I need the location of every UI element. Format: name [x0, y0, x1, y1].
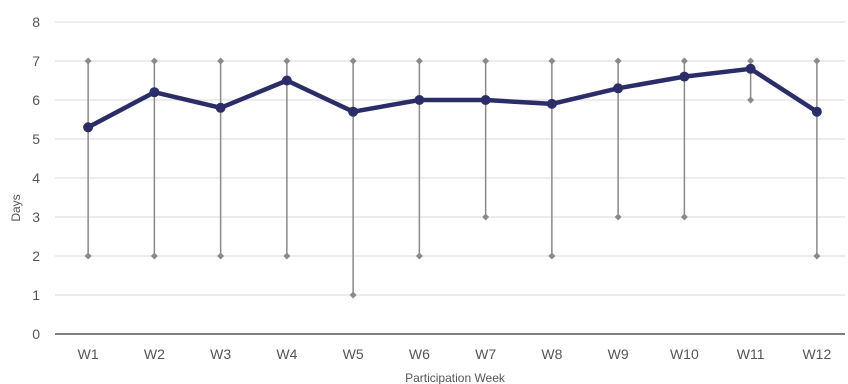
range-max-marker	[747, 57, 755, 65]
series-line	[85, 66, 820, 130]
x-tick-label: W6	[409, 346, 430, 362]
range-min-marker	[614, 213, 622, 221]
y-tick-label: 0	[32, 326, 40, 342]
gridlines	[55, 21, 845, 296]
y-tick-label: 4	[32, 170, 40, 186]
range-max-marker	[415, 57, 423, 65]
range-min-marker	[84, 252, 92, 260]
range-max-marker	[283, 57, 291, 65]
y-tick-label: 1	[32, 287, 40, 303]
x-tick-label: W4	[276, 346, 297, 362]
data-point	[745, 63, 756, 74]
x-tick-label: W11	[737, 346, 765, 362]
data-point	[811, 106, 822, 117]
range-max-marker	[813, 57, 821, 65]
range-min-marker	[680, 213, 688, 221]
range-min-marker	[548, 252, 556, 260]
y-tick-label: 8	[32, 14, 40, 30]
y-tick-label: 3	[32, 209, 40, 225]
data-point	[480, 95, 491, 105]
range-min-marker	[482, 213, 490, 221]
y-tick-label: 7	[32, 53, 40, 69]
y-tick-label: 6	[32, 92, 40, 108]
x-tick-label: W1	[78, 346, 99, 362]
data-point	[215, 102, 226, 113]
y-tick-label: 5	[32, 131, 40, 147]
data-point	[679, 71, 690, 82]
range-min-marker	[747, 96, 755, 104]
range-max-marker	[482, 57, 490, 65]
data-point	[149, 87, 160, 98]
range-max-marker	[349, 57, 357, 65]
x-tick-label: W8	[541, 346, 562, 362]
range-max-marker	[217, 57, 225, 65]
y-tick-label: 2	[32, 248, 40, 264]
data-point	[613, 83, 624, 94]
y-axis-title: Days	[9, 194, 23, 221]
data-point	[281, 75, 292, 86]
range-min-marker	[415, 252, 423, 260]
x-tick-label: W10	[670, 346, 699, 362]
x-tick-label: W2	[144, 346, 165, 362]
range-min-marker	[349, 291, 357, 299]
range-max-marker	[680, 57, 688, 65]
range-max-marker	[84, 57, 92, 65]
range-min-marker	[150, 252, 158, 260]
x-tick-label: W9	[608, 346, 629, 362]
range-min-marker	[217, 252, 225, 260]
series-line-group	[83, 63, 822, 133]
data-point	[83, 122, 94, 133]
y-tick-labels: 0 1 2 3 4 5 6 7 8	[32, 14, 40, 342]
x-tick-label: W12	[802, 346, 831, 362]
data-point	[546, 98, 557, 109]
range-max-marker	[614, 57, 622, 65]
data-point	[414, 95, 425, 105]
x-tick-label: W7	[475, 346, 496, 362]
x-tick-label: W3	[210, 346, 231, 362]
range-max-marker	[548, 57, 556, 65]
range-min-marker	[283, 252, 291, 260]
x-tick-labels: W1 W2 W3 W4 W5 W6 W7 W8 W9 W10 W11 W12	[78, 346, 832, 362]
range-min-marker	[813, 252, 821, 260]
data-point	[348, 106, 359, 117]
x-axis-title: Participation Week	[405, 371, 506, 384]
range-max-marker	[150, 57, 158, 65]
x-tick-label: W5	[343, 346, 364, 362]
